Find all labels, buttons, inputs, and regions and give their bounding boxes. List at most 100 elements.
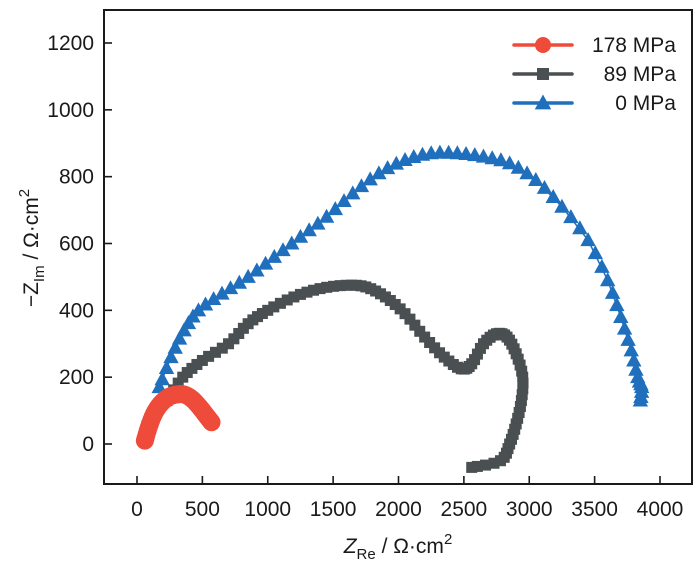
data-point — [517, 371, 529, 383]
x-tick-label: 1500 — [310, 498, 357, 521]
data-point — [409, 319, 421, 331]
data-point — [494, 455, 506, 467]
x-tick-label: 1000 — [244, 498, 291, 521]
data-point — [545, 188, 561, 203]
legend-marker — [534, 94, 552, 110]
x-tick-label: 0 — [131, 498, 143, 521]
data-point — [231, 274, 248, 289]
x-axis-title: ZRe / Ω·cm2 — [343, 531, 453, 563]
data-point — [292, 228, 309, 243]
y-axis-title-sup: 2 — [16, 189, 33, 197]
data-point — [517, 383, 529, 395]
data-point — [580, 232, 596, 247]
data-point — [167, 339, 183, 354]
data-point — [513, 406, 525, 418]
data-point — [172, 377, 184, 389]
data-point — [327, 201, 344, 216]
y-tick-label: 200 — [59, 366, 94, 389]
legend-label: 178 MPa — [592, 34, 676, 57]
data-point — [572, 220, 588, 235]
legend-item: 89 MPa — [512, 63, 677, 86]
data-point — [471, 348, 483, 360]
data-point — [249, 262, 265, 277]
data-point — [336, 193, 352, 208]
x-tick-label: 2500 — [441, 498, 488, 521]
data-point — [275, 242, 291, 257]
series-line — [166, 284, 524, 469]
data-point — [274, 297, 286, 309]
data-point — [512, 353, 524, 365]
data-point — [209, 346, 221, 358]
data-point — [310, 215, 326, 230]
legend-item: 178 MPa — [512, 34, 676, 57]
data-point — [488, 457, 500, 469]
data-point — [517, 377, 529, 389]
data-point — [328, 280, 340, 292]
data-point — [294, 288, 306, 300]
legend: 178 MPa 89 MPa 0 MPa — [512, 34, 677, 115]
data-point — [516, 389, 528, 401]
data-point — [609, 297, 625, 312]
y-axis-title: −ZIm / Ω·cm2 — [16, 189, 48, 307]
data-point — [587, 245, 604, 260]
data-point — [203, 350, 215, 362]
series-triangle — [151, 144, 650, 407]
data-point — [471, 460, 483, 472]
data-point — [176, 322, 192, 337]
data-point — [196, 354, 208, 366]
data-point — [632, 392, 649, 407]
data-point — [514, 359, 526, 371]
data-point — [404, 313, 416, 325]
data-point — [466, 461, 478, 473]
legend-marker — [535, 37, 551, 53]
y-tick-label: 600 — [59, 233, 94, 256]
data-point — [626, 352, 642, 367]
data-point — [288, 291, 300, 303]
data-point — [262, 304, 274, 316]
y-tick-label: 0 — [82, 433, 94, 456]
x-tick-label: 3000 — [506, 498, 553, 521]
data-point — [214, 285, 230, 300]
data-point — [379, 160, 396, 175]
data-point — [628, 361, 644, 376]
data-point — [158, 360, 175, 374]
data-point — [205, 291, 222, 306]
data-point — [171, 330, 188, 345]
legend-marker — [537, 68, 549, 80]
series-line — [158, 152, 643, 401]
plot-area — [135, 144, 650, 473]
data-point — [240, 268, 256, 283]
data-point — [536, 179, 553, 194]
data-point — [284, 235, 300, 250]
x-axis-title-sup: 2 — [444, 531, 452, 548]
series-circle — [135, 385, 221, 450]
data-point — [519, 165, 535, 180]
data-point — [515, 395, 527, 407]
data-point — [388, 155, 405, 170]
data-point — [528, 172, 544, 186]
data-point — [623, 342, 639, 357]
data-point — [594, 258, 610, 273]
data-point — [334, 280, 346, 292]
data-point — [616, 320, 633, 335]
x-axis-title-sub: Re — [357, 546, 376, 563]
data-point — [554, 198, 570, 213]
data-point — [469, 354, 481, 366]
data-point — [216, 342, 228, 354]
x-tick-label: 500 — [185, 498, 220, 521]
y-tick-label: 1200 — [47, 32, 94, 55]
data-point — [202, 413, 221, 432]
data-point — [318, 208, 335, 223]
data-point — [414, 325, 426, 337]
data-point — [563, 209, 579, 224]
y-tick-label: 1000 — [47, 99, 94, 122]
y-tick-label: 800 — [59, 166, 94, 189]
series-square — [161, 279, 529, 473]
data-point — [600, 272, 616, 287]
x-tick-label: 4000 — [637, 498, 684, 521]
legend-label: 89 MPa — [604, 63, 677, 86]
legend-label: 0 MPa — [615, 92, 676, 115]
data-point — [353, 178, 370, 193]
data-point — [301, 286, 313, 298]
